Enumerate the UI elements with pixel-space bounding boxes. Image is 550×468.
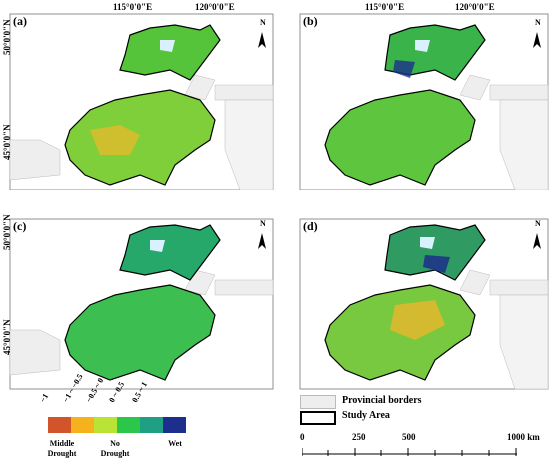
lon-tick: 120°0'0"E (455, 2, 495, 12)
provincial-label: Provincial borders (342, 395, 422, 406)
study-area-swatch (300, 411, 336, 425)
lat-tick: 50°0'0"N (2, 19, 12, 55)
panel-label: (b) (302, 14, 319, 28)
scale-tick: 1000 km (507, 432, 540, 442)
lat-tick: 45°0'0"N (2, 319, 12, 355)
map-panel-b: (b) 115°0'0"E 120°0'0"E N (275, 0, 550, 190)
legend-swatches (48, 417, 186, 433)
panel-label: (c) (12, 219, 28, 233)
legend-swatch (163, 417, 186, 433)
north-label: N (260, 18, 266, 27)
legend-swatch (71, 417, 94, 433)
panel-label: (d) (302, 219, 319, 233)
map-a-svg (9, 13, 274, 190)
scale-bar-line (302, 448, 517, 456)
map-c-svg (9, 218, 274, 390)
provincial-swatch (300, 395, 336, 409)
map-panel-a: (a) 115°0'0"E 120°0'0"E 50°0'0"N 45°0'0"… (0, 0, 275, 190)
legend-swatch (48, 417, 71, 433)
map-b-svg (299, 13, 549, 190)
lon-tick: 120°0'0"E (195, 2, 235, 12)
scale-tick: 250 (352, 432, 366, 442)
lat-tick: 45°0'0"N (2, 124, 12, 160)
boundary-legend: Provincial borders Study Area (300, 393, 540, 425)
lon-tick: 115°0'0"E (113, 2, 153, 12)
legend-text-middle-drought: Middle Drought (47, 439, 77, 458)
north-label: N (535, 18, 541, 27)
legend-swatch (140, 417, 163, 433)
map-panel-c: (c) 50°0'0"N 45°0'0"N N (0, 205, 275, 395)
lat-tick: 50°0'0"N (2, 214, 12, 250)
legend-swatch (117, 417, 140, 433)
north-label: N (260, 219, 266, 228)
legend-swatch (94, 417, 117, 433)
legend-text-wet: Wet (168, 439, 182, 448)
scale-bar: 0 250 500 1000 km (300, 432, 545, 466)
panel-label: (a) (12, 14, 28, 28)
color-legend: −1 −1 ~ −0.5 −0.5 ~ 0 0 ~ 0.5 0.5 ~ 1 Mi… (38, 372, 220, 467)
map-panel-d: (d) N (275, 205, 550, 395)
legend-text-no-drought: No Drought (100, 439, 130, 458)
study-area-label: Study Area (342, 410, 390, 421)
north-label: N (535, 219, 541, 228)
scale-zero: 0 (300, 432, 305, 442)
scale-tick: 500 (402, 432, 416, 442)
lon-tick: 115°0'0"E (365, 2, 405, 12)
map-d-svg (299, 218, 549, 390)
